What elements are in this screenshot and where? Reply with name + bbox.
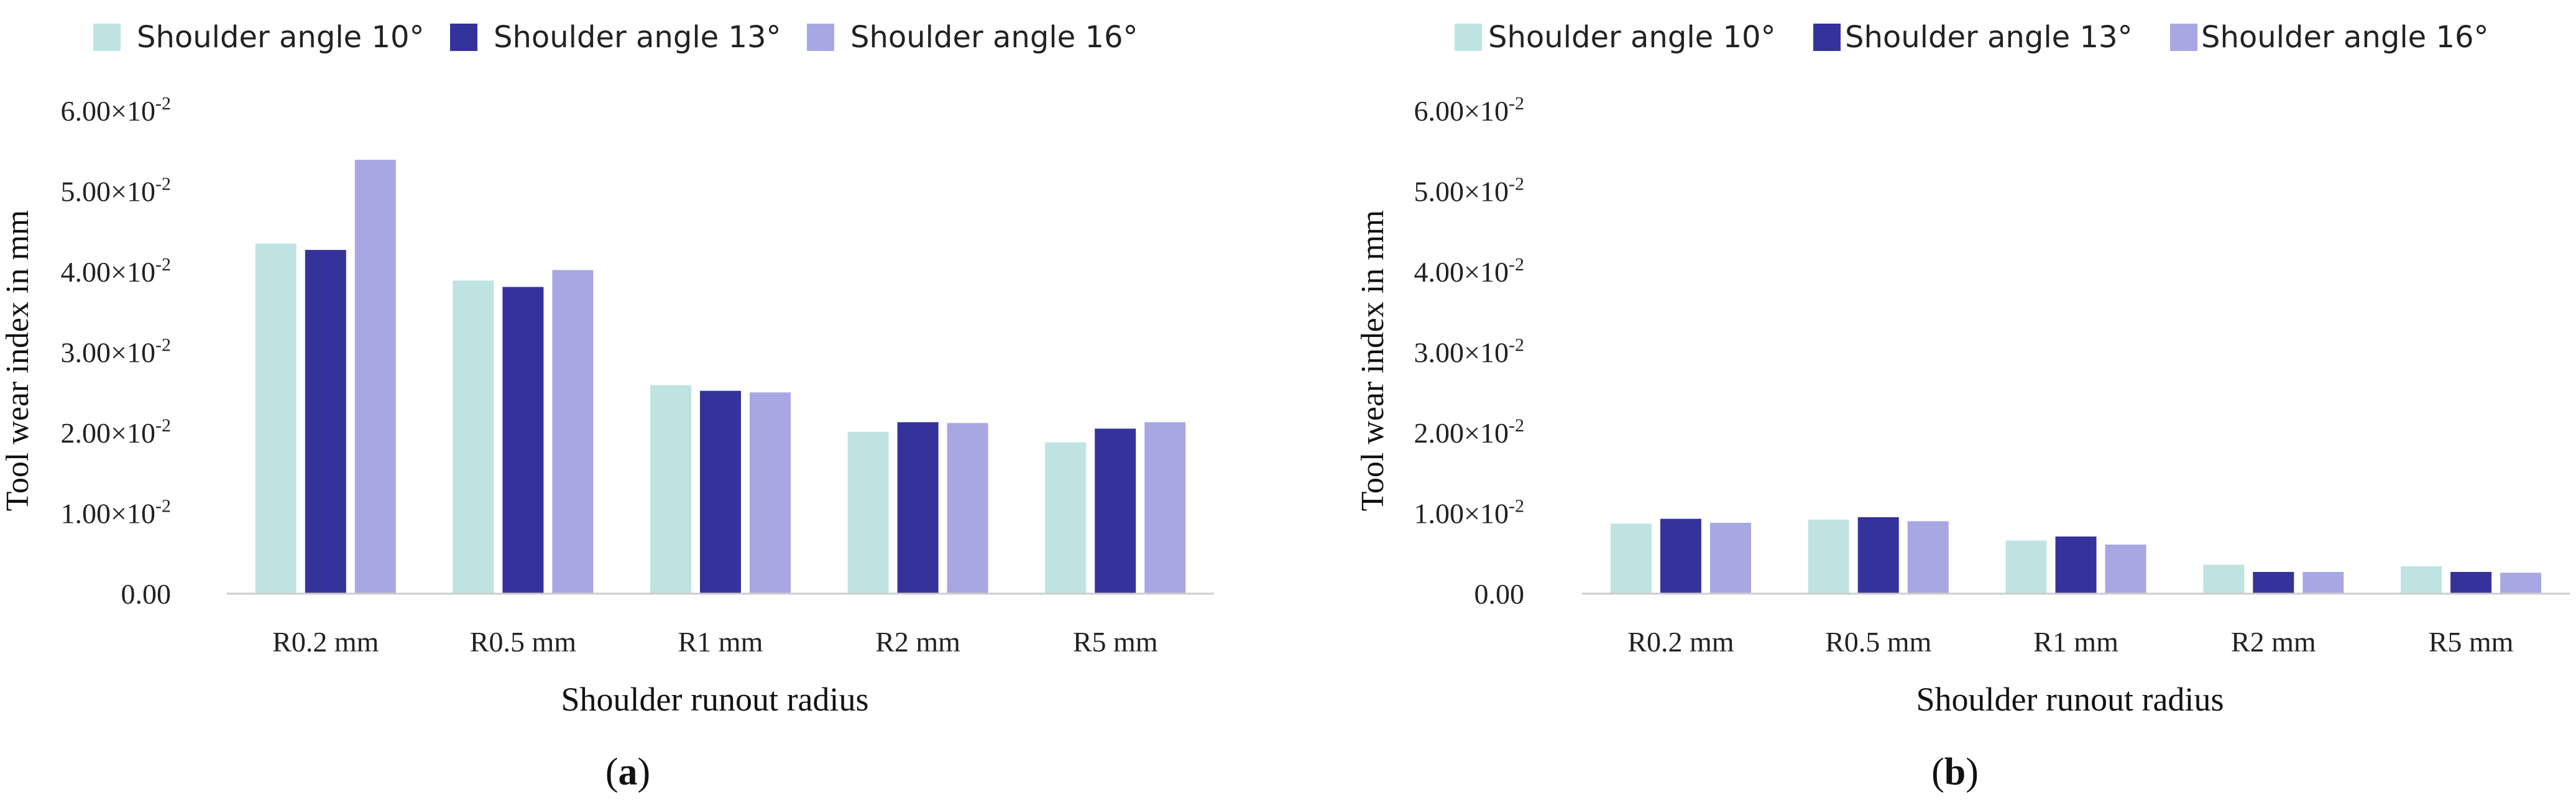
x-tick-label: R5 mm [2429,626,2514,658]
y-tick-label: 6.00×10-2 [61,93,171,127]
bar [847,431,889,594]
x-tick-label: R0.5 mm [470,626,576,658]
bar [2203,564,2245,594]
bar [552,270,594,594]
legend-label: Shoulder angle 10° [137,20,425,55]
x-tick-label: R0.5 mm [1825,626,1931,658]
legend-item: Shoulder angle 13° [1813,20,2133,55]
bar [1660,518,1701,594]
y-tick-label: 5.00×10-2 [61,174,171,208]
bar [750,392,791,594]
y-tick-label: 6.00×10-2 [1414,93,1524,127]
x-axis-label: Shoulder runout radius [561,681,869,718]
bar [897,422,939,594]
bar [947,423,988,594]
bar [1709,523,1751,594]
panel-label: (a) [605,751,650,793]
bar [354,159,396,594]
panel-label: (b) [1931,751,1979,793]
y-tick-label: 0.00 [1474,578,1525,610]
bar [1857,517,1899,594]
legend-swatch [1455,24,1482,51]
y-tick-label: 2.00×10-2 [61,415,171,449]
bar [1144,422,1186,594]
x-tick-label: R0.2 mm [272,626,379,658]
x-tick-label: R2 mm [2231,626,2316,658]
y-axis-label: Tool wear index in mm [0,210,35,511]
bar [305,250,346,594]
bar [1095,428,1136,594]
y-tick-label: 1.00×10-2 [61,496,171,530]
y-tick-label: 3.00×10-2 [1414,335,1524,369]
legend-label: Shoulder angle 13° [1845,20,2133,55]
bar [1610,523,1652,594]
bar [1045,442,1087,594]
bar [1808,519,1849,594]
legend-item: Shoulder angle 10° [93,20,425,55]
bar [2401,566,2442,594]
bar [700,390,741,594]
bar [2500,573,2542,594]
legend-label: Shoulder angle 16° [2201,20,2489,55]
bar [453,280,494,594]
y-tick-label: 4.00×10-2 [1414,254,1524,288]
legend-item: Shoulder angle 13° [450,20,781,55]
legend-label: Shoulder angle 13° [494,20,781,55]
bar [255,243,297,594]
legend-item: Shoulder angle 16° [807,20,1138,55]
y-axis-label: Tool wear index in mm [1355,210,1391,511]
y-tick-label: 1.00×10-2 [1414,496,1524,530]
y-tick-label: 0.00 [121,578,172,610]
x-axis-label: Shoulder runout radius [1916,681,2224,718]
legend-item: Shoulder angle 10° [1455,20,1776,55]
bar [650,385,691,594]
bar [1907,521,1949,594]
x-tick-label: R1 mm [678,626,763,658]
legend-swatch [450,24,477,51]
legend-swatch [93,24,121,51]
legend-swatch [807,24,834,51]
legend-item: Shoulder angle 16° [2170,20,2489,55]
legend-label: Shoulder angle 16° [850,20,1138,55]
x-tick-label: R2 mm [875,626,960,658]
bar [2302,572,2344,594]
chart-panel-a: Shoulder angle 10° Shoulder angle 13° Shou… [0,20,1214,793]
bar [2055,536,2097,594]
chart-panel-b: Shoulder angle 10° Shoulder angle 13° Shou… [1355,20,2570,793]
legend-label: Shoulder angle 10° [1488,20,1776,55]
y-tick-label: 3.00×10-2 [61,335,171,369]
x-tick-label: R1 mm [2033,626,2118,658]
bar [2450,572,2492,594]
legend-swatch [1813,24,1841,51]
legend-swatch [2170,24,2197,51]
bar [2105,545,2146,594]
x-tick-label: R0.2 mm [1627,626,1734,658]
bar [2005,540,2047,594]
y-tick-label: 2.00×10-2 [1414,415,1524,449]
x-tick-label: R5 mm [1073,626,1158,658]
y-tick-label: 4.00×10-2 [61,254,171,288]
y-tick-label: 5.00×10-2 [1414,174,1524,208]
bar [2253,572,2294,594]
bar [502,287,544,594]
